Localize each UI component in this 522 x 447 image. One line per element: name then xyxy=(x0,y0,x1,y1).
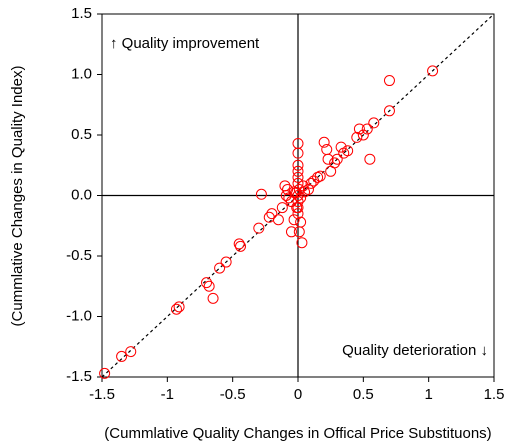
point xyxy=(288,186,300,198)
point xyxy=(368,117,380,129)
point xyxy=(383,105,395,117)
point xyxy=(383,75,395,87)
point xyxy=(279,180,291,192)
point xyxy=(297,180,309,192)
point xyxy=(214,262,226,274)
point xyxy=(292,137,304,149)
point xyxy=(357,129,369,141)
point xyxy=(335,141,347,153)
point xyxy=(364,153,376,165)
point xyxy=(220,256,232,268)
point xyxy=(253,222,265,234)
point xyxy=(266,208,278,220)
x-tick-label: 0.5 xyxy=(353,386,374,403)
point xyxy=(295,216,307,228)
point xyxy=(427,65,439,77)
y-tick-label: -0.5 xyxy=(66,247,92,264)
y-tick-label: 0.0 xyxy=(71,186,92,203)
x-axis-label: (Cummlative Quality Changes in Offical P… xyxy=(104,425,491,442)
y-tick-label: 0.5 xyxy=(71,126,92,143)
x-tick-label: 1 xyxy=(424,386,432,403)
point xyxy=(233,238,245,250)
annotation: Quality deterioration ↓ xyxy=(342,342,488,359)
point xyxy=(314,170,326,182)
annotation: ↑ Quality improvement xyxy=(110,35,260,52)
point xyxy=(288,214,300,226)
point xyxy=(322,153,334,165)
x-tick-label: 1.5 xyxy=(484,386,505,403)
point xyxy=(201,277,213,289)
point xyxy=(173,301,185,313)
point xyxy=(318,136,330,148)
point xyxy=(292,208,304,220)
point xyxy=(116,350,128,362)
point xyxy=(255,188,267,200)
point xyxy=(342,145,354,157)
point xyxy=(99,367,111,379)
point xyxy=(203,280,215,292)
point xyxy=(351,131,363,143)
point xyxy=(331,153,343,165)
point xyxy=(292,196,304,208)
point xyxy=(296,237,308,249)
point xyxy=(361,123,373,135)
x-tick-label: -0.5 xyxy=(220,386,246,403)
point xyxy=(235,240,247,252)
point xyxy=(295,192,307,204)
point xyxy=(170,303,182,315)
y-tick-label: -1.5 xyxy=(66,368,92,385)
point xyxy=(292,159,304,171)
y-tick-label: -1.0 xyxy=(66,307,92,324)
y-tick-label: 1.0 xyxy=(71,65,92,82)
y-axis-label: (Cummlative Changes in Quality Index) xyxy=(9,66,26,327)
point xyxy=(293,226,305,238)
point xyxy=(292,171,304,183)
point xyxy=(285,226,297,238)
point xyxy=(125,346,137,358)
point xyxy=(263,211,275,223)
x-tick-label: -1 xyxy=(161,386,174,403)
point xyxy=(272,214,284,226)
point xyxy=(329,157,341,169)
y-tick-label: 1.5 xyxy=(71,5,92,22)
point xyxy=(276,202,288,214)
point xyxy=(305,177,317,189)
point xyxy=(293,183,305,195)
point xyxy=(207,292,219,304)
x-tick-label: -1.5 xyxy=(89,386,115,403)
point xyxy=(353,123,365,135)
x-tick-label: 0 xyxy=(294,386,302,403)
point xyxy=(292,165,304,177)
